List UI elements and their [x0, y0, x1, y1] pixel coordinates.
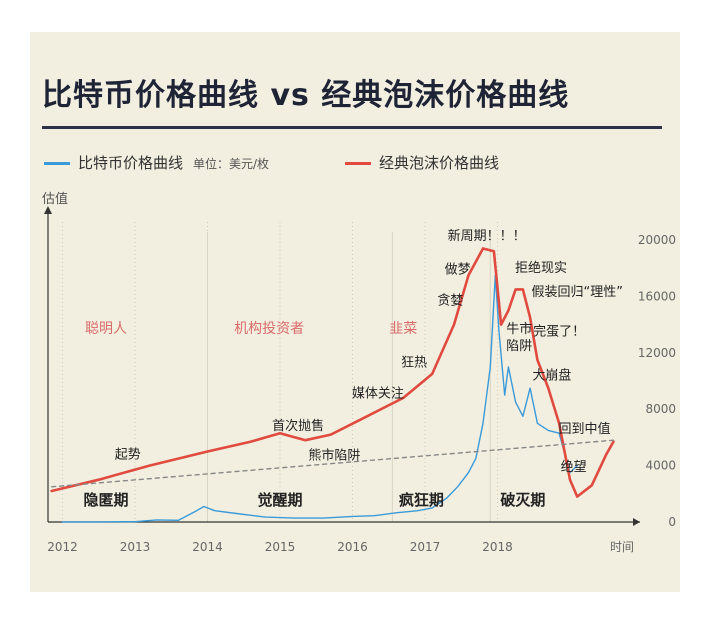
y-tick-label-0: 0 — [668, 515, 676, 529]
phase-label-3: 破灭期 — [500, 491, 545, 509]
annotation-8: 拒绝现实 — [515, 260, 567, 276]
y-tick-label-20000: 20000 — [638, 233, 676, 247]
trend-line — [50, 439, 615, 488]
y-tick-label-12000: 12000 — [638, 346, 676, 360]
phase-label-2: 疯狂期 — [399, 491, 444, 509]
annotation-3: 媒体关注 — [352, 387, 404, 402]
annotation-11: 陷阱 — [506, 339, 532, 354]
x-tick-label-2015: 2015 — [265, 540, 296, 554]
x-axis-arrow — [633, 518, 640, 526]
y-tick-label-4000: 4000 — [645, 459, 676, 473]
annotation-2: 熊市陷阱 — [308, 448, 360, 464]
legend-bubble: 经典泡沫价格曲线 — [345, 152, 499, 173]
legend-btc-label: 比特币价格曲线 — [78, 154, 184, 172]
y-tick-label-8000: 8000 — [645, 402, 676, 416]
phase-label-1: 觉醒期 — [257, 491, 302, 509]
x-tick-label-2013: 2013 — [120, 540, 151, 554]
annotation-10: 牛市 — [506, 321, 532, 337]
y-tick-label-16000: 16000 — [638, 289, 676, 303]
annotation-1: 首次抛售 — [272, 418, 324, 434]
annotation-12: 完蛋了！ — [533, 325, 585, 340]
annotation-6: 做梦 — [445, 263, 471, 278]
x-tick-label-2016: 2016 — [337, 540, 368, 554]
y-axis-arrow — [44, 206, 52, 214]
annotation-5: 贪婪 — [437, 294, 463, 309]
annotation-14: 回到中值 — [558, 421, 610, 437]
x-tick-label-2018: 2018 — [482, 540, 513, 554]
page-title: 比特币价格曲线 vs 经典泡沫价格曲线 — [42, 78, 570, 113]
investor-group-label-1: 机构投资者 — [234, 321, 304, 337]
x-axis-title: 时间 — [610, 540, 634, 554]
legend-bubble-swatch — [345, 162, 371, 165]
annotation-9: 假装回归“理性” — [532, 285, 623, 300]
annotation-7: 新周期！！！ — [448, 228, 526, 244]
annotation-0: 起势 — [115, 446, 141, 462]
legend-unit-label: 单位：美元/枚 — [193, 157, 270, 171]
chart-card — [30, 32, 680, 592]
x-tick-label-2012: 2012 — [47, 540, 78, 554]
legend-btc-swatch — [44, 162, 70, 165]
legend-btc: 比特币价格曲线 单位：美元/枚 — [44, 152, 269, 173]
series-btc-line — [61, 274, 578, 523]
investor-group-label-0: 聪明人 — [85, 321, 127, 337]
investor-group-label-2: 韭菜 — [389, 321, 417, 337]
annotation-15: 绝望 — [561, 459, 587, 475]
phase-label-0: 隐匿期 — [83, 491, 128, 509]
annotation-13: 大崩盘 — [532, 367, 571, 383]
legend-bubble-label: 经典泡沫价格曲线 — [379, 154, 500, 172]
series-bubble-line — [50, 247, 615, 498]
title-divider — [42, 126, 662, 129]
annotation-4: 狂热 — [401, 356, 427, 371]
x-tick-label-2014: 2014 — [192, 540, 223, 554]
x-tick-label-2017: 2017 — [410, 540, 441, 554]
y-axis-title: 估值 — [42, 192, 69, 207]
